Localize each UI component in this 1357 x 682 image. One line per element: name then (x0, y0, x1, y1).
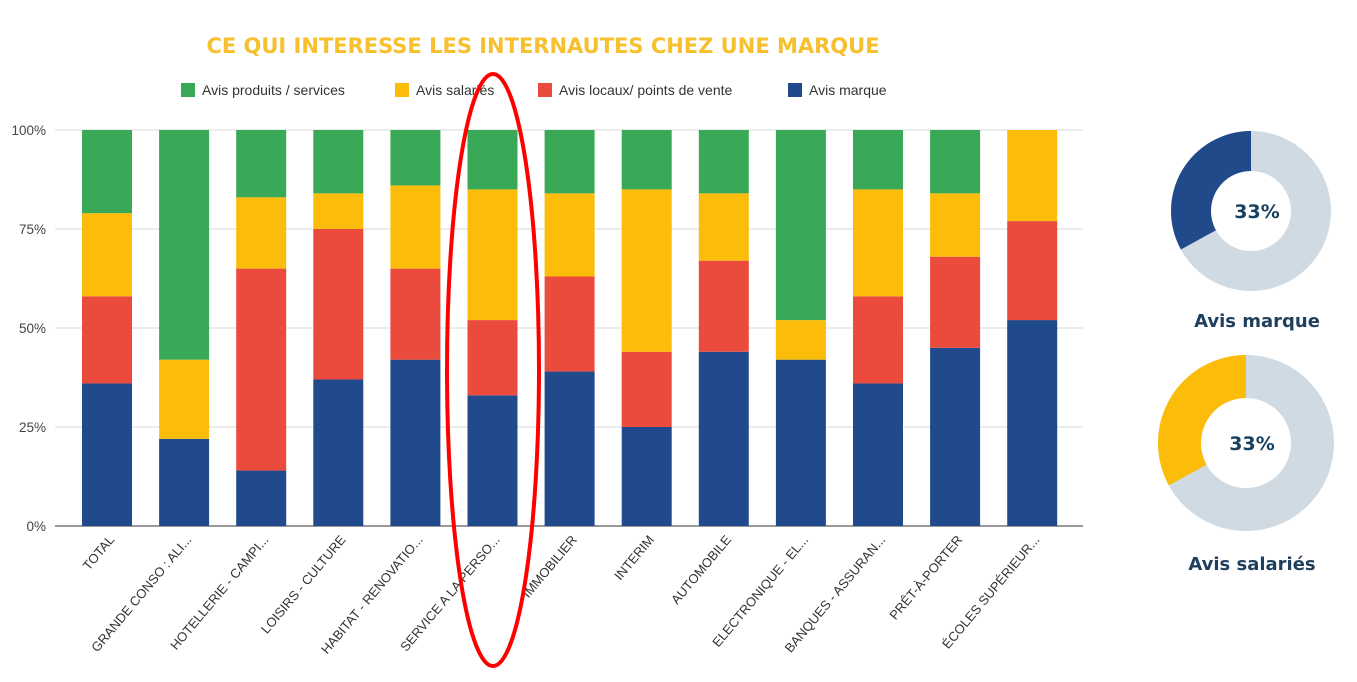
bar-segment (930, 347, 981, 526)
donut-slice (1171, 131, 1251, 250)
donut-value-label: 33% (1234, 201, 1279, 223)
chart-title: CE QUI INTERESSE LES INTERNAUTES CHEZ UN… (206, 34, 879, 58)
bar-segment (467, 130, 518, 190)
legend-swatch (395, 83, 409, 97)
bar-segment (159, 359, 210, 439)
bar-segment (82, 296, 132, 384)
bar-segment (775, 130, 826, 321)
bar-segment (82, 130, 132, 214)
bar-segment (1007, 221, 1058, 321)
bar-segment (390, 359, 441, 526)
bar-segment (698, 260, 749, 352)
bar-segment (621, 189, 672, 352)
y-tick-label: 50% (19, 321, 46, 336)
bar-segment (159, 438, 210, 526)
bar-segment (698, 130, 749, 194)
bar-segment (313, 130, 364, 194)
bar-segment (853, 189, 903, 297)
x-category-label: PRÊT-À-PORTER (886, 532, 965, 622)
bar-segment (853, 383, 903, 526)
bar-segment (467, 189, 518, 321)
bar-segment (1007, 320, 1058, 526)
bar-segment (236, 130, 287, 198)
donut-slice (1158, 355, 1246, 486)
bar-segment (313, 193, 364, 229)
bar-segment (853, 296, 903, 384)
legend-label: Avis produits / services (202, 82, 345, 98)
bar-segment (544, 193, 595, 277)
bar-segment (236, 197, 287, 269)
legend-swatch (538, 83, 552, 97)
bar-segment (236, 470, 287, 526)
bar-segment (390, 268, 441, 360)
legend-label: Avis locaux/ points de vente (559, 82, 733, 98)
highlight-ellipse (445, 72, 541, 668)
x-category-label: TOTAL (80, 532, 118, 573)
bar-segment (853, 130, 903, 190)
bar-segment (313, 229, 364, 380)
bar-segment (313, 379, 364, 526)
bar-segment (1007, 130, 1058, 222)
bar-segment (390, 185, 441, 269)
bar-segment (930, 130, 981, 194)
bar-segment (621, 130, 672, 190)
legend-swatch (181, 83, 195, 97)
x-category-label: AUTOMOBILE (668, 532, 734, 607)
bar-segment (775, 320, 826, 360)
y-tick-label: 100% (11, 123, 46, 138)
legend-swatch (788, 83, 802, 97)
bar-segment (775, 359, 826, 526)
y-tick-label: 25% (19, 420, 46, 435)
x-category-label: LOISIRS - CULTURE (258, 532, 349, 636)
donut-title: Avis marque (1194, 311, 1320, 332)
donut-value-label: 33% (1229, 433, 1274, 455)
bar-segment (544, 276, 595, 372)
bar-segment (544, 130, 595, 194)
bar-segment (236, 268, 287, 471)
bar-segment (82, 383, 132, 526)
x-category-label: INTERIM (611, 532, 657, 583)
bar-segment (930, 193, 981, 257)
legend-label: Avis marque (809, 82, 887, 98)
bar-segment (544, 371, 595, 526)
bar-segment (82, 213, 132, 297)
bar-segment (467, 395, 518, 526)
y-tick-label: 75% (19, 222, 46, 237)
bar-segment (698, 193, 749, 261)
y-tick-label: 0% (26, 519, 46, 534)
bar-segment (467, 320, 518, 396)
bar-segment (621, 427, 672, 526)
bar-segment (698, 351, 749, 526)
bar-segment (930, 256, 981, 348)
bar-segment (621, 351, 672, 427)
donut-title: Avis salariés (1188, 554, 1315, 575)
bar-segment (159, 130, 210, 360)
bar-segment (390, 130, 441, 186)
